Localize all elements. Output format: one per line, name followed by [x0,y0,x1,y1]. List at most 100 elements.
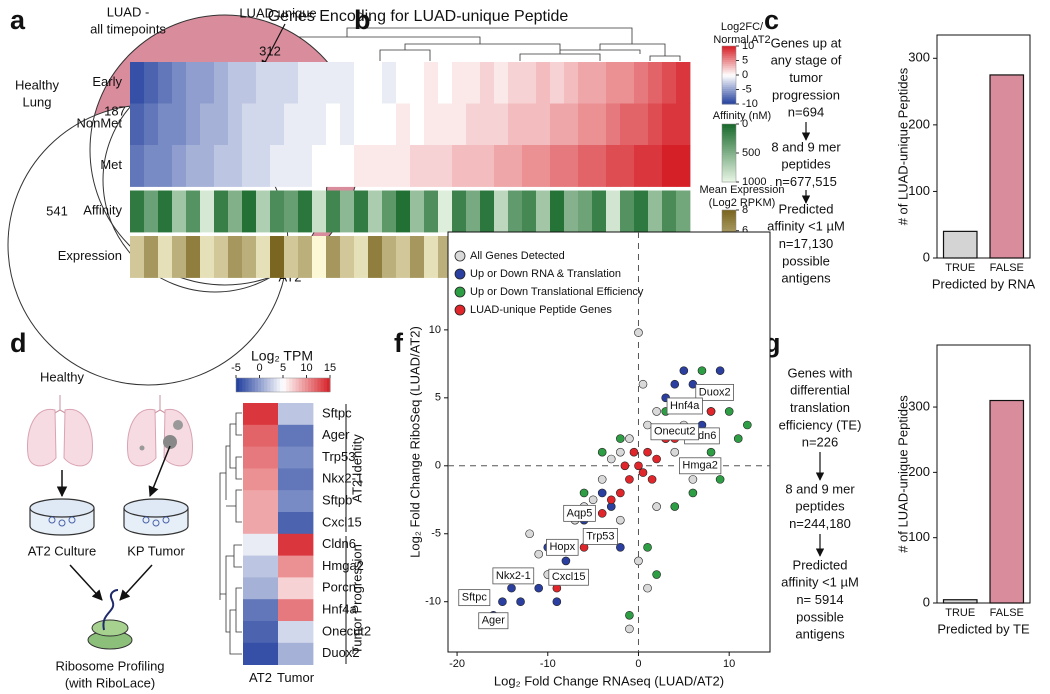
plot-frame [936,34,1031,259]
point [634,328,643,337]
flow-text: 8 and 9 mer [771,139,841,154]
point [670,379,680,389]
point [715,366,725,375]
colorbar-cell [722,141,736,144]
heatmap-cell [242,236,257,278]
point [606,495,616,505]
heatmap-cell [424,145,439,187]
panel-label: d [10,328,27,358]
heatmap-cell [242,190,257,233]
colorbar-cell [722,164,736,168]
heatmap-cell [662,145,677,187]
colorbar-cell [236,378,240,392]
colorbar-cell [722,92,736,95]
heatmap-cell [452,103,467,146]
colorbar-cell [722,102,736,105]
heatmap-cell [144,145,159,187]
y-tick-label: 200 [908,464,930,479]
venn-count: 187 [104,103,126,118]
row-label: Onecut2 [322,623,371,638]
colorbar-cell [722,145,736,148]
heatmap-cell [410,145,425,187]
x-axis-label: Predicted by RNA [932,276,1036,291]
heatmap-cell [284,190,299,233]
heatmap-cell [340,145,355,187]
point [597,488,607,498]
colorbar-cell [298,378,303,392]
heatmap-cell [312,62,327,104]
heatmap-cell [606,62,621,104]
row-label: Hnf4a [322,602,357,617]
y-tick-label: 300 [908,398,930,413]
heatmap-cell [536,190,551,233]
colorbar-cell [279,378,284,392]
colorbar-cell [722,210,736,213]
colorbar-cell [722,228,736,232]
heatmap-cell [382,145,397,187]
gene-label-box [679,457,722,475]
heatmap-cell [130,236,145,278]
flow-text: affinity <1 µM [781,575,859,590]
colorbar-cell [722,86,736,90]
gene-label: Duox2 [699,386,731,398]
colorbar-cell [311,378,315,392]
point [534,583,544,593]
colorbar-cell [722,47,736,51]
heatmap-cell [424,62,439,104]
heatmap-cell [368,103,383,146]
panel-label: c [764,5,779,35]
flow-text: Genes with [787,365,852,380]
heatmap-cell [592,103,607,146]
flow-text: peptides [795,499,845,514]
y-tick-label: 200 [908,116,930,131]
point [634,556,643,566]
y-tick-label: 0 [923,249,930,264]
heatmap-cell [424,236,439,278]
heatmap-cell [172,103,187,146]
point [638,468,648,477]
colorbar-cell [722,139,736,142]
heatmap-cell [648,62,663,104]
heatmap-cell [564,103,579,146]
heatmap-cell [466,62,481,104]
heatmap-cell [228,62,243,104]
heatmap-cell [396,145,411,187]
heatmap-cell [410,62,425,104]
colorbar-cell [722,162,736,166]
heatmap-cell [438,103,453,146]
heatmap-cell [278,512,314,535]
gene-label: Aqp5 [567,507,593,519]
colorbar-cell [289,378,293,392]
heatmap-cell [228,236,243,278]
point [552,597,562,607]
heatmap-title: Genes Encoding for LUAD-unique Peptide [268,8,569,25]
point [616,543,625,552]
heatmap-cell [452,145,467,187]
colorbar-cell [722,222,736,225]
colorbar-cell [722,76,736,80]
gene-label: Trp53 [586,530,614,542]
y-tick-label: 100 [908,183,930,198]
point [579,488,589,498]
colorbar-cell [722,154,736,158]
heatmap-cell [326,236,341,278]
row-label: Expression [58,248,122,263]
heatmap-cell [410,236,425,278]
colorbar-cell [722,135,736,139]
heatmap-cell [200,62,215,104]
gene-label-box [548,568,589,586]
row-label: Early [92,74,122,89]
heatmap-cell [438,62,453,104]
y-tick-label: 0 [435,460,441,472]
heatmap-cell [228,103,243,146]
heatmap-cell [284,62,299,104]
x-tick-label: 0 [635,658,641,670]
panel-label: b [354,5,371,35]
row-label: NonMet [76,116,122,131]
heatmap-cell [536,62,551,104]
colorbar-cell [323,378,328,392]
heatmap-cell [172,190,187,233]
panel-label: a [10,5,26,35]
flow-text: any stage of [771,53,842,68]
heatmap-cell [550,103,565,146]
